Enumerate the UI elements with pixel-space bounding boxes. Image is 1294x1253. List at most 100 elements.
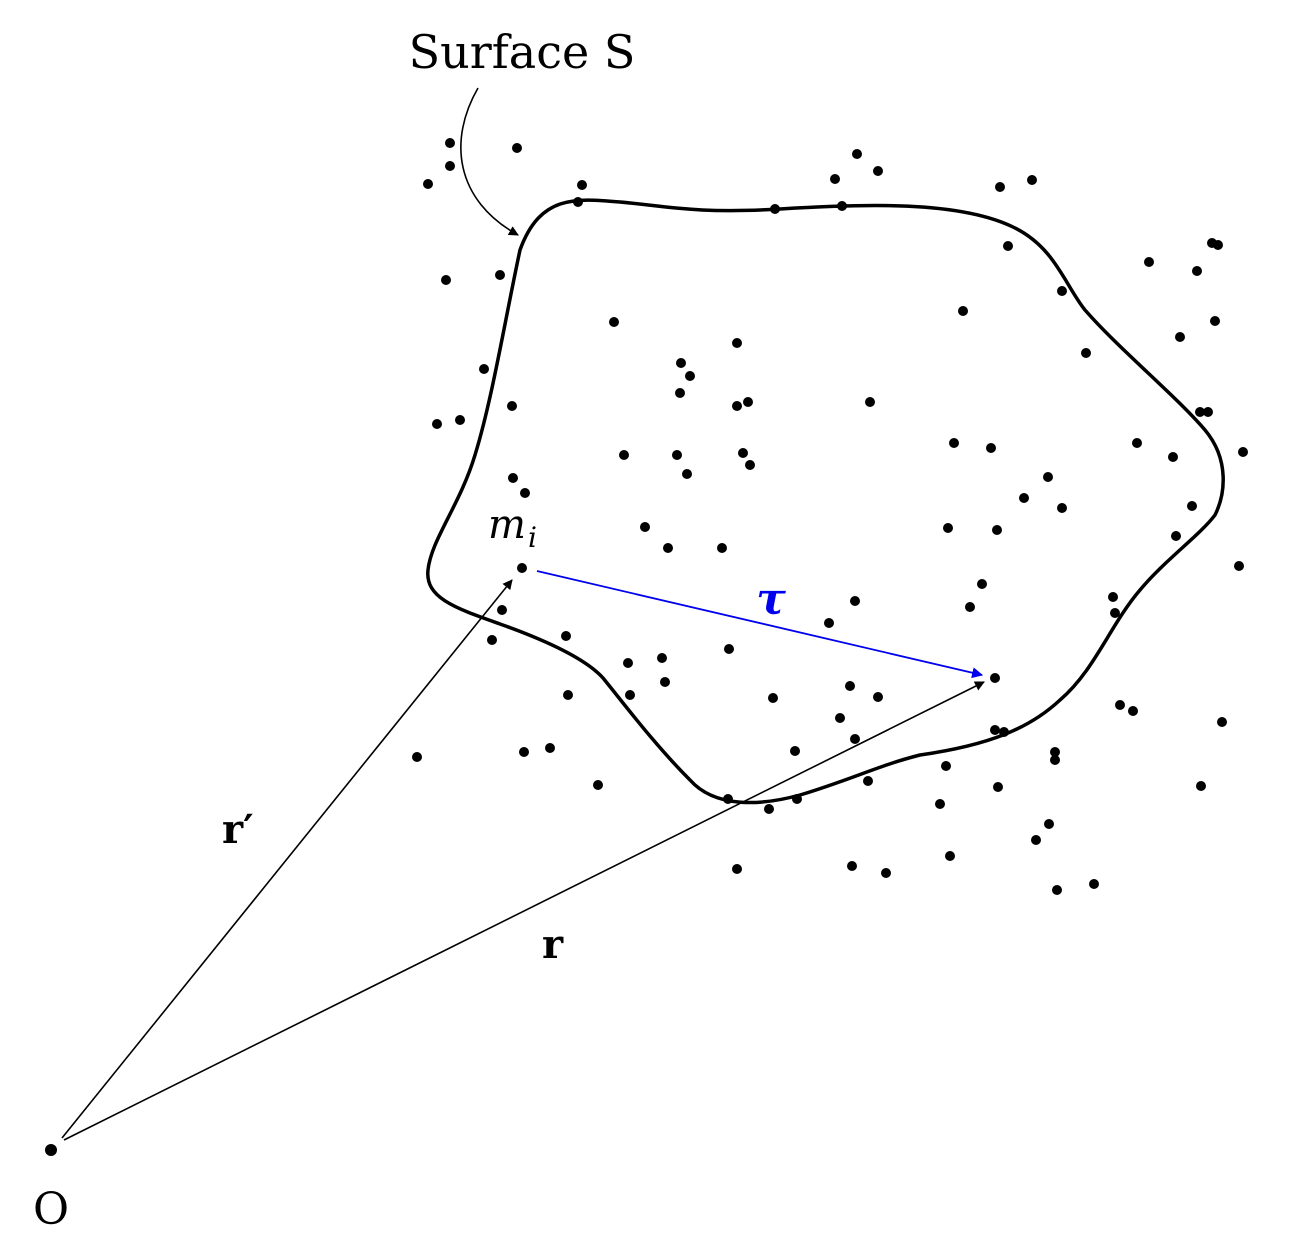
mass-point xyxy=(1003,241,1013,251)
mass-point xyxy=(432,419,442,429)
mass-point xyxy=(1144,257,1154,267)
mass-point xyxy=(935,799,945,809)
mass-point xyxy=(732,401,742,411)
mass-point xyxy=(1050,755,1060,765)
mass-point xyxy=(941,761,951,771)
mass-point xyxy=(672,450,682,460)
mass-point xyxy=(835,713,845,723)
mass-point xyxy=(990,673,1000,683)
mass-point xyxy=(1238,447,1248,457)
mass-point xyxy=(1187,501,1197,511)
mass-point xyxy=(1044,819,1054,829)
mass-point xyxy=(723,794,733,804)
origin-label: O xyxy=(33,1184,69,1235)
mass-point xyxy=(943,523,953,533)
mass-point xyxy=(561,631,571,641)
mass-point xyxy=(682,469,692,479)
mass-point xyxy=(609,317,619,327)
mass-point xyxy=(717,543,727,553)
r-label: r xyxy=(542,921,564,968)
mass-point xyxy=(685,371,695,381)
mass-point xyxy=(577,180,587,190)
mass-point xyxy=(573,197,583,207)
mass-point xyxy=(1210,316,1220,326)
mass-point xyxy=(847,861,857,871)
mass-point xyxy=(1234,561,1244,571)
mass-point xyxy=(455,415,465,425)
mass-point xyxy=(479,364,489,374)
mass-point xyxy=(1031,835,1041,845)
mass-point xyxy=(873,692,883,702)
mass-point xyxy=(445,138,455,148)
tau-vector xyxy=(536,570,984,679)
mass-point xyxy=(850,596,860,606)
mass-point xyxy=(837,201,847,211)
mass-point xyxy=(1192,266,1202,276)
mass-point xyxy=(487,635,497,645)
mass-point xyxy=(593,780,603,790)
mass-point xyxy=(1043,472,1053,482)
mass-point xyxy=(949,438,959,448)
mass-point xyxy=(1128,706,1138,716)
mass-point xyxy=(508,473,518,483)
mass-point xyxy=(770,204,780,214)
mass-point xyxy=(738,448,748,458)
mass-point xyxy=(850,734,860,744)
mass-point xyxy=(1115,700,1125,710)
mass-label-name: m xyxy=(488,502,526,548)
surface-pointer-arrow xyxy=(460,87,519,236)
mass-point xyxy=(520,488,530,498)
mass-point xyxy=(441,275,451,285)
mass-point xyxy=(1019,493,1029,503)
mass-point xyxy=(1195,407,1205,417)
mass-point xyxy=(732,864,742,874)
mass-point xyxy=(1213,240,1223,250)
mass-point xyxy=(1168,452,1178,462)
mass-point xyxy=(445,161,455,171)
mass-point xyxy=(745,460,755,470)
mass-point xyxy=(1057,503,1067,513)
mass-point xyxy=(992,525,1002,535)
mass-point xyxy=(623,658,633,668)
mass-point xyxy=(660,677,670,687)
r-vector xyxy=(63,681,985,1141)
mass-point xyxy=(768,693,778,703)
surface-s-outline xyxy=(426,198,1225,805)
mass-point xyxy=(1196,781,1206,791)
mass-point xyxy=(519,747,529,757)
mass-point xyxy=(764,804,774,814)
r-prime-label: r′ xyxy=(222,806,254,853)
mass-point xyxy=(1050,747,1060,757)
mass-point xyxy=(965,602,975,612)
mass-point xyxy=(945,851,955,861)
r-prime-vector xyxy=(61,579,513,1139)
mass-point xyxy=(743,397,753,407)
mass-point xyxy=(863,776,873,786)
mass-label: mi xyxy=(488,502,537,554)
mass-point xyxy=(1081,348,1091,358)
mass-point xyxy=(881,868,891,878)
mass-point xyxy=(990,725,1000,735)
mass-point xyxy=(790,746,800,756)
mass-point xyxy=(732,338,742,348)
mass-point xyxy=(1110,608,1120,618)
mass-point xyxy=(517,563,527,573)
mass-point xyxy=(845,681,855,691)
mass-point xyxy=(625,690,635,700)
mass-point xyxy=(676,358,686,368)
mass-point xyxy=(1027,175,1037,185)
surface-label: Surface S xyxy=(409,25,636,79)
mass-point xyxy=(824,618,834,628)
mass-point xyxy=(724,644,734,654)
mass-point xyxy=(497,605,507,615)
mass-point xyxy=(619,450,629,460)
mass-point xyxy=(1132,438,1142,448)
mass-point xyxy=(1175,332,1185,342)
mass-point xyxy=(999,727,1009,737)
mass-point xyxy=(563,690,573,700)
mass-point xyxy=(995,182,1005,192)
mass-point xyxy=(865,397,875,407)
mass-point xyxy=(545,743,555,753)
mass-point xyxy=(958,306,968,316)
